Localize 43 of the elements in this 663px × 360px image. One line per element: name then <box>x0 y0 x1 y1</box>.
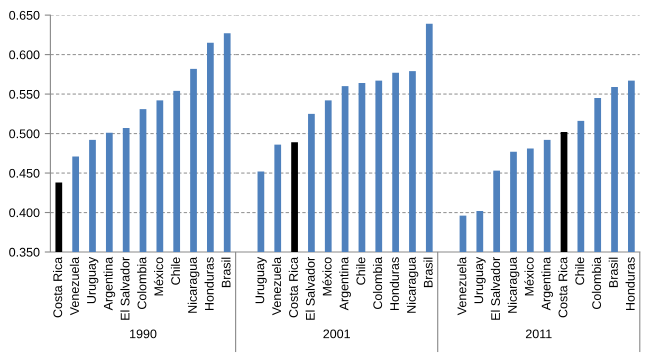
x-tick-label: Costa Rica <box>52 256 62 318</box>
x-tick-label: El Salvador <box>306 257 315 320</box>
x-tick-label: Honduras <box>390 257 399 310</box>
y-tick-label: 0.350 <box>9 248 40 257</box>
x-tick-label: Brasil <box>221 258 231 288</box>
x-tick-label: Honduras <box>204 257 214 310</box>
x-tick-label: Uruguay <box>256 256 267 304</box>
x-tick-label: Brasil <box>608 258 618 288</box>
x-tick-label: Nicaragua <box>406 256 418 313</box>
x-tick-label: México <box>322 257 332 296</box>
x-tick-label: Colombia <box>372 256 382 310</box>
x-tick-label: Chile <box>170 257 180 285</box>
y-tick-label: 0.400 <box>9 208 40 218</box>
y-tick-label: 0.650 <box>9 10 40 20</box>
x-axis-title: 2011 <box>526 329 552 338</box>
y-tick-label: 0.500 <box>9 129 40 138</box>
x-tick-label: Nicaragua <box>508 256 520 313</box>
y-tick-label: 0.550 <box>9 90 40 99</box>
x-tick-label: Argentina <box>541 256 553 310</box>
x-tick-label: Colombia <box>137 256 146 310</box>
y-tick-label: 0.600 <box>9 50 40 60</box>
x-tick-label: Venezuela <box>457 256 466 316</box>
x-tick-label: El Salvador <box>120 257 130 320</box>
x-tick-label: Colombia <box>592 256 602 310</box>
x-tick-label: Venezuela <box>272 256 282 316</box>
x-axis-title: 2001 <box>323 329 350 338</box>
x-tick-label: Chile <box>575 257 584 285</box>
x-tick-label: Costa Rica <box>288 256 298 318</box>
x-tick-label: México <box>524 257 534 296</box>
x-tick-label: Brasil <box>423 258 433 288</box>
x-tick-label: México <box>154 257 164 296</box>
x-tick-label: Chile <box>356 257 366 285</box>
x-tick-label: Nicaragua <box>188 256 200 313</box>
x-tick-label: Argentina <box>104 256 116 310</box>
x-tick-label: Uruguay <box>87 256 98 304</box>
x-tick-label: Honduras <box>626 257 635 310</box>
x-tick-label: El Salvador <box>490 257 500 320</box>
x-axis-title: 1990 <box>130 329 156 338</box>
x-tick-label: Venezuela <box>70 256 80 316</box>
x-tick-label: Costa Rica <box>558 256 568 318</box>
x-tick-label: Argentina <box>339 256 351 310</box>
y-tick-label: 0.450 <box>9 168 40 178</box>
x-tick-label: Uruguay <box>474 256 486 304</box>
